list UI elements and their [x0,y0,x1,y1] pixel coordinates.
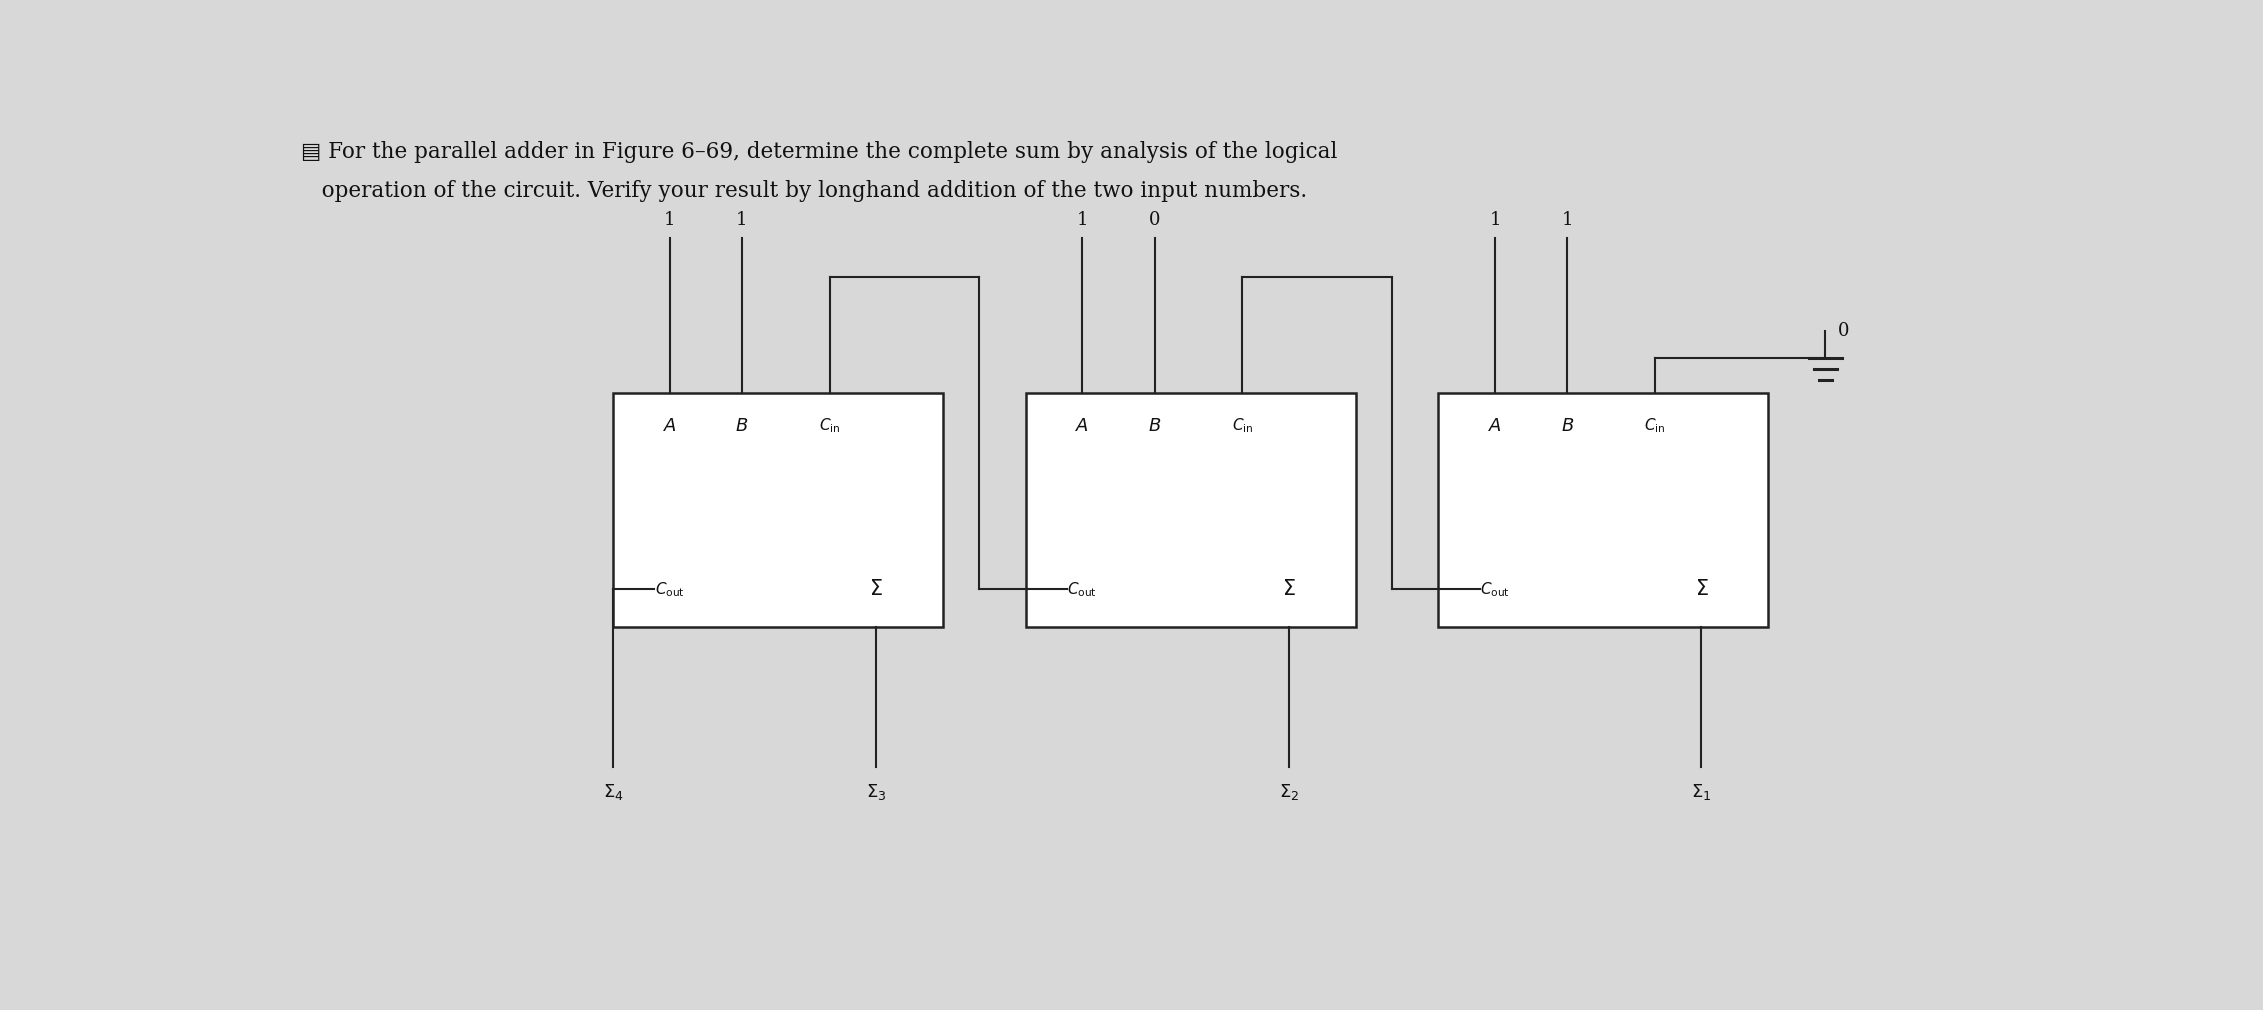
Text: 1: 1 [1489,210,1500,228]
Text: $C_{\rm out}$: $C_{\rm out}$ [654,580,686,599]
Text: $C_{\rm in}$: $C_{\rm in}$ [819,417,840,435]
Bar [1439,393,1767,626]
Text: $C_{\rm out}$: $C_{\rm out}$ [1068,580,1098,599]
Text: 1: 1 [663,210,674,228]
Text: 0: 0 [1150,210,1161,228]
Text: 1: 1 [735,210,747,228]
Text: $C_{\rm in}$: $C_{\rm in}$ [1645,417,1666,435]
Text: $B$: $B$ [1147,417,1161,435]
Text: $A$: $A$ [1489,417,1503,435]
Text: 0: 0 [1838,322,1849,340]
Text: $B$: $B$ [1561,417,1575,435]
Text: operation of the circuit. Verify your result by longhand addition of the two inp: operation of the circuit. Verify your re… [301,180,1308,202]
Text: $A$: $A$ [1075,417,1089,435]
Text: 1: 1 [1077,210,1089,228]
Text: $\Sigma_2$: $\Sigma_2$ [1279,782,1299,802]
Text: $B$: $B$ [735,417,749,435]
Text: $C_{\rm out}$: $C_{\rm out}$ [1480,580,1509,599]
Text: $\Sigma_1$: $\Sigma_1$ [1690,782,1711,802]
Text: $\Sigma$: $\Sigma$ [1695,580,1709,599]
Text: 1: 1 [1561,210,1573,228]
Text: $\Sigma$: $\Sigma$ [869,580,883,599]
Bar [613,393,944,626]
Bar [1025,393,1356,626]
Text: $C_{\rm in}$: $C_{\rm in}$ [1231,417,1254,435]
Text: $A$: $A$ [663,417,677,435]
Text: ▤ For the parallel adder in Figure 6–69, determine the complete sum by analysis : ▤ For the parallel adder in Figure 6–69,… [301,140,1337,163]
Text: $\Sigma_4$: $\Sigma_4$ [602,782,622,802]
Text: $\Sigma_3$: $\Sigma_3$ [867,782,887,802]
Text: $\Sigma$: $\Sigma$ [1281,580,1297,599]
